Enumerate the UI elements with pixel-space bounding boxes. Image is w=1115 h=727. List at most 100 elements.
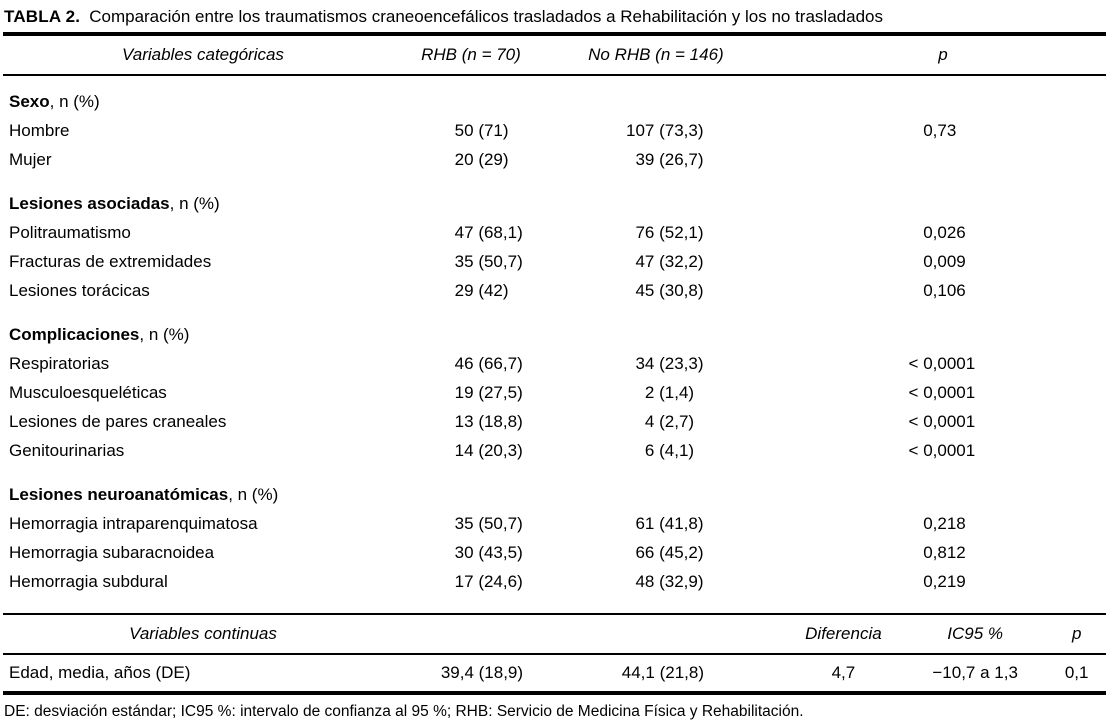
table-section: Lesiones asociadas, n (%) Politraumatismo…	[3, 189, 1106, 305]
cell-no-rhb: 48 (32,9)	[562, 567, 748, 596]
value-percent: (20,3)	[473, 441, 523, 460]
value-number: 35	[454, 252, 474, 271]
header-variables-continuas: Variables continuas	[129, 624, 277, 643]
header-variables-categoricas: Variables categóricas	[122, 45, 284, 64]
value-number: 35	[454, 514, 474, 533]
cell-no-rhb: 107 (73,3)	[562, 116, 748, 145]
cell-p-value: 0,812	[923, 543, 966, 562]
section-label-suffix: , n (%)	[228, 485, 279, 504]
value-number: 66	[635, 543, 655, 562]
cell-ic95: −10,7 a 1,3	[932, 663, 1018, 682]
value-percent: (24,6)	[473, 572, 523, 591]
cell-no-rhb: 2 (1,4)	[562, 378, 748, 407]
cell-no-rhb: 44,1 (21,8)	[563, 655, 749, 691]
value-number: 46	[454, 354, 474, 373]
cell-p-value: 0,218	[923, 514, 966, 533]
cell-variable: Musculoesqueléticas	[9, 383, 167, 402]
continuous-body: Edad, media, años (DE) 39,4 (18,9) 44,1 (2…	[3, 655, 1106, 691]
table-title: TABLA 2. Comparación entre los traumatism…	[3, 0, 1106, 32]
cell-p-value: 0,106	[923, 281, 966, 300]
value-number: 14	[454, 441, 474, 460]
less-than-sign: <	[908, 412, 924, 431]
table-row: Politraumatismo 47 (68,1) 76 (52,1) 0,026	[3, 218, 1106, 247]
categorical-body: Sexo, n (%) Hombre 50 (71) 107 (73,3) 0,73 Mu…	[3, 87, 1106, 596]
cell-no-rhb: 34 (23,3)	[562, 349, 748, 378]
table-number: TABLA 2.	[4, 7, 81, 26]
table-footnote: DE: desviación estándar; IC95 %: interva…	[4, 703, 804, 720]
less-than-sign: <	[908, 354, 924, 373]
value-percent: (29)	[473, 150, 509, 169]
value-number: 48	[635, 572, 655, 591]
section-header-row: Lesiones neuroanatómicas, n (%)	[3, 480, 1106, 509]
header-ic95: IC95 %	[947, 624, 1004, 643]
cell-p-value: < 0,0001	[748, 349, 1106, 378]
value-number: 17	[454, 572, 474, 591]
value-number: 30	[454, 543, 474, 562]
cell-variable: Edad, media, años (DE)	[9, 663, 191, 682]
value-number: 47	[454, 223, 474, 242]
cell-no-rhb: 66 (45,2)	[562, 538, 748, 567]
value-percent: (50,7)	[473, 514, 523, 533]
header-rhb: RHB (n = 70)	[421, 45, 521, 64]
cell-p-value: < 0,0001	[748, 407, 1106, 436]
table-row: Musculoesqueléticas 19 (27,5) 2 (1,4) < 0,0…	[3, 378, 1106, 407]
section-header-row: Sexo, n (%)	[3, 87, 1106, 116]
cell-variable: Respiratorias	[9, 354, 110, 373]
cell-variable: Lesiones torácicas	[9, 281, 150, 300]
section-label: Lesiones neuroanatómicas	[9, 485, 229, 504]
value-percent: (41,8)	[654, 514, 704, 533]
table-section: Lesiones neuroanatómicas, n (%) Hemorragi…	[3, 480, 1106, 596]
value-number: 45	[635, 281, 655, 300]
cell-no-rhb: 47 (32,2)	[562, 247, 748, 276]
table-section: Sexo, n (%) Hombre 50 (71) 107 (73,3) 0,73 Mu…	[3, 87, 1106, 174]
section-label-suffix: , n (%)	[49, 92, 100, 111]
value-number: 50	[454, 121, 474, 140]
value-number: 19	[454, 383, 474, 402]
section-label-cell: Complicaciones, n (%)	[3, 320, 381, 349]
value-percent: (45,2)	[654, 543, 704, 562]
section-label-cell: Lesiones asociadas, n (%)	[3, 189, 381, 218]
cell-rhb: 35 (50,7)	[379, 247, 563, 276]
cell-diferencia: 4,7	[831, 663, 856, 682]
value-number: 4	[644, 412, 655, 431]
value-number: 39	[635, 150, 655, 169]
section-label: Lesiones asociadas	[9, 194, 170, 213]
divider-title	[3, 32, 1106, 36]
value-percent: (66,7)	[473, 354, 523, 373]
section-label: Complicaciones	[9, 325, 140, 344]
value-number: 76	[635, 223, 655, 242]
cell-no-rhb: 39 (26,7)	[562, 145, 748, 174]
table-section: Complicaciones, n (%) Respiratorias 46 (66…	[3, 320, 1106, 465]
section-label-cell: Sexo, n (%)	[3, 87, 381, 116]
value-number: 20	[454, 150, 474, 169]
value-percent: (73,3)	[654, 121, 704, 140]
value-percent: (2,7)	[654, 412, 695, 431]
value-number: 13	[454, 412, 474, 431]
value-percent: (18,9)	[473, 663, 524, 682]
cell-rhb: 35 (50,7)	[379, 509, 563, 538]
table-row: Lesiones de pares craneales 13 (18,8) 4 (2…	[3, 407, 1106, 436]
cell-variable: Lesiones de pares craneales	[9, 412, 227, 431]
cell-no-rhb: 76 (52,1)	[562, 218, 748, 247]
section-label: Sexo	[9, 92, 50, 111]
cell-rhb: 39,4 (18,9)	[379, 655, 563, 691]
table-caption: Comparación entre los traumatismos crane…	[89, 7, 883, 26]
header-continuous-p: p	[1071, 624, 1082, 643]
value-percent: (27,5)	[473, 383, 523, 402]
value-percent: (71)	[473, 121, 509, 140]
cell-rhb: 19 (27,5)	[379, 378, 563, 407]
value-number: 44,1	[621, 663, 655, 682]
value-number: 39,4	[440, 663, 474, 682]
value-percent: (43,5)	[473, 543, 523, 562]
table-row: Hemorragia intraparenquimatosa 35 (50,7) 6…	[3, 509, 1106, 538]
value-percent: (30,8)	[654, 281, 704, 300]
less-than-sign: <	[908, 441, 924, 460]
cell-rhb: 29 (42)	[379, 276, 563, 305]
value-number: 47	[635, 252, 655, 271]
value-percent: (1,4)	[654, 383, 695, 402]
cell-rhb: 30 (43,5)	[379, 538, 563, 567]
value-percent: (26,7)	[654, 150, 704, 169]
table-row: Mujer 20 (29) 39 (26,7)	[3, 145, 1106, 174]
cell-rhb: 14 (20,3)	[379, 436, 563, 465]
